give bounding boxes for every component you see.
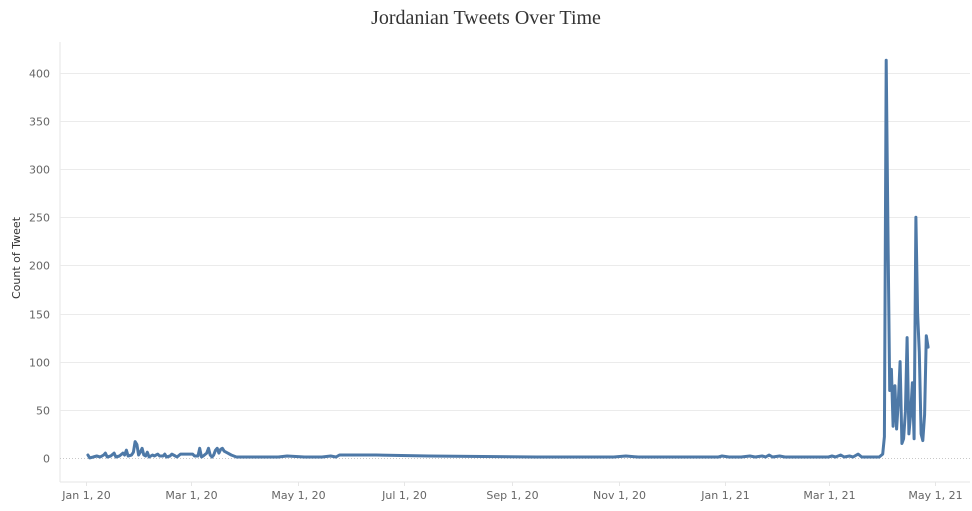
y-axis-label: Count of Tweet — [10, 216, 23, 299]
x-tick-label: May 1, 21 — [908, 489, 962, 502]
y-tick-label: 350 — [29, 116, 50, 129]
x-tick-label: Jul 1, 20 — [381, 489, 427, 502]
y-tick-label: 400 — [29, 68, 50, 81]
series-layer — [86, 58, 930, 460]
x-tick-label: Jan 1, 20 — [61, 489, 110, 502]
y-tick-label: 200 — [29, 260, 50, 273]
y-tick-label: 100 — [29, 357, 50, 370]
plot-area: 0 50 100 150 200 250 300 350 400 Jan 1, 20 Mar 1,… — [29, 42, 970, 502]
y-tick-label: 150 — [29, 309, 50, 322]
x-tick-label: Mar 1, 20 — [165, 489, 217, 502]
x-tick-label: Sep 1, 20 — [486, 489, 538, 502]
chart-title: Jordanian Tweets Over Time — [371, 7, 601, 29]
x-axis: Jan 1, 20 Mar 1, 20 May 1, 20 Jul 1, 20 Sep … — [61, 482, 963, 502]
x-tick-label: May 1, 20 — [271, 489, 325, 502]
gridlines — [59, 42, 970, 483]
y-tick-label: 300 — [29, 164, 50, 177]
x-tick-label: Jan 1, 21 — [700, 489, 749, 502]
x-tick-label: Nov 1, 20 — [593, 489, 646, 502]
y-tick-label: 250 — [29, 212, 50, 225]
y-axis: 0 50 100 150 200 250 300 350 400 — [29, 68, 50, 466]
y-tick-label: 50 — [36, 405, 50, 418]
x-tick-label: Mar 1, 21 — [803, 489, 855, 502]
y-tick-label: 0 — [43, 453, 50, 466]
series-line — [86, 58, 930, 460]
